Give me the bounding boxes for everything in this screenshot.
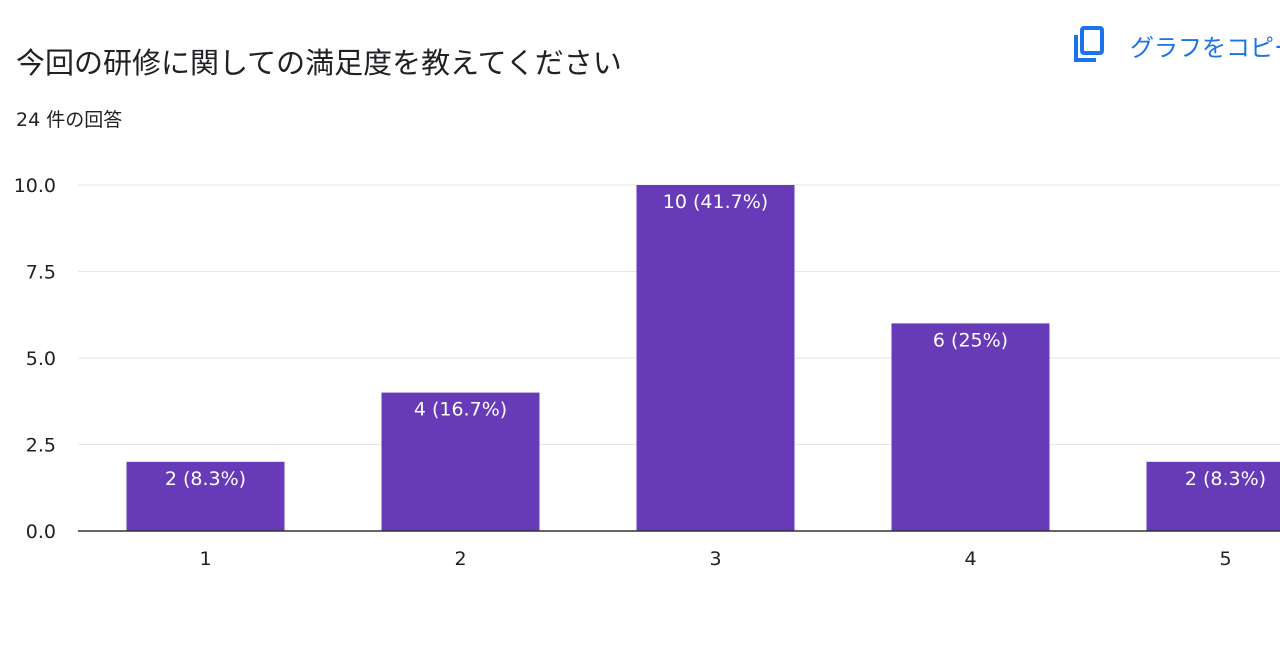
- y-tick-label: 10.0: [14, 175, 56, 197]
- x-axis-categories: 1 2 3 4 5: [199, 548, 1231, 570]
- bar[interactable]: [891, 323, 1050, 531]
- bar[interactable]: [636, 185, 795, 531]
- bar-data-label: 2 (8.3%): [1185, 468, 1266, 490]
- copy-chart-label: グラフをコピー: [1130, 33, 1280, 62]
- y-axis-ticks: 0.0 2.5 5.0 7.5 10.0: [14, 175, 56, 543]
- y-tick-label: 2.5: [26, 435, 56, 457]
- bar[interactable]: [1146, 461, 1280, 531]
- bars: [126, 185, 1280, 531]
- y-tick-label: 7.5: [26, 262, 56, 284]
- bar[interactable]: [126, 461, 285, 531]
- x-category-label: 4: [964, 548, 976, 570]
- bar-data-label: 6 (25%): [933, 329, 1008, 351]
- x-category-label: 3: [709, 548, 721, 570]
- bar[interactable]: [381, 392, 540, 531]
- y-tick-label: 0.0: [26, 521, 56, 543]
- copy-icon: [1074, 26, 1104, 62]
- bar-data-label: 4 (16.7%): [414, 399, 507, 421]
- data-labels: 2 (8.3%) 4 (16.7%) 10 (41.7%) 6 (25%) 2 (8.3…: [165, 191, 1266, 490]
- question-title: 今回の研修に関しての満足度を教えてください: [16, 46, 622, 80]
- bar-data-label: 2 (8.3%): [165, 468, 246, 490]
- y-tick-label: 5.0: [26, 348, 56, 370]
- response-count: 24 件の回答: [16, 109, 123, 131]
- bar-data-label: 10 (41.7%): [663, 191, 768, 213]
- x-category-label: 5: [1219, 548, 1231, 570]
- x-category-label: 1: [199, 548, 211, 570]
- copy-chart-button[interactable]: グラフをコピー: [1072, 26, 1280, 64]
- x-category-label: 2: [454, 548, 466, 570]
